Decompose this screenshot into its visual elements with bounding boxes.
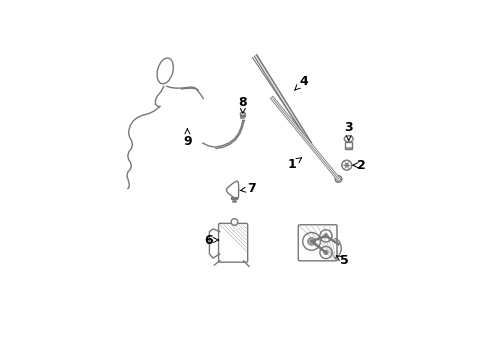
- FancyBboxPatch shape: [345, 141, 352, 149]
- Polygon shape: [254, 55, 312, 144]
- FancyBboxPatch shape: [298, 225, 337, 261]
- Text: 9: 9: [183, 129, 192, 148]
- Circle shape: [324, 250, 328, 255]
- Circle shape: [231, 219, 238, 225]
- Text: 2: 2: [353, 159, 366, 172]
- Text: 1: 1: [288, 158, 302, 171]
- Circle shape: [308, 238, 316, 245]
- Circle shape: [303, 233, 320, 250]
- Text: 8: 8: [239, 96, 247, 113]
- FancyBboxPatch shape: [219, 223, 247, 262]
- Circle shape: [342, 160, 352, 170]
- Circle shape: [320, 246, 332, 258]
- Ellipse shape: [344, 136, 353, 142]
- Circle shape: [335, 176, 342, 183]
- Text: 4: 4: [294, 75, 308, 90]
- Polygon shape: [226, 181, 239, 199]
- Text: 7: 7: [241, 182, 256, 195]
- Circle shape: [320, 230, 332, 242]
- Text: 3: 3: [344, 121, 353, 140]
- Text: 6: 6: [204, 234, 219, 247]
- Circle shape: [345, 163, 349, 167]
- Text: 5: 5: [337, 254, 348, 267]
- Circle shape: [324, 234, 328, 238]
